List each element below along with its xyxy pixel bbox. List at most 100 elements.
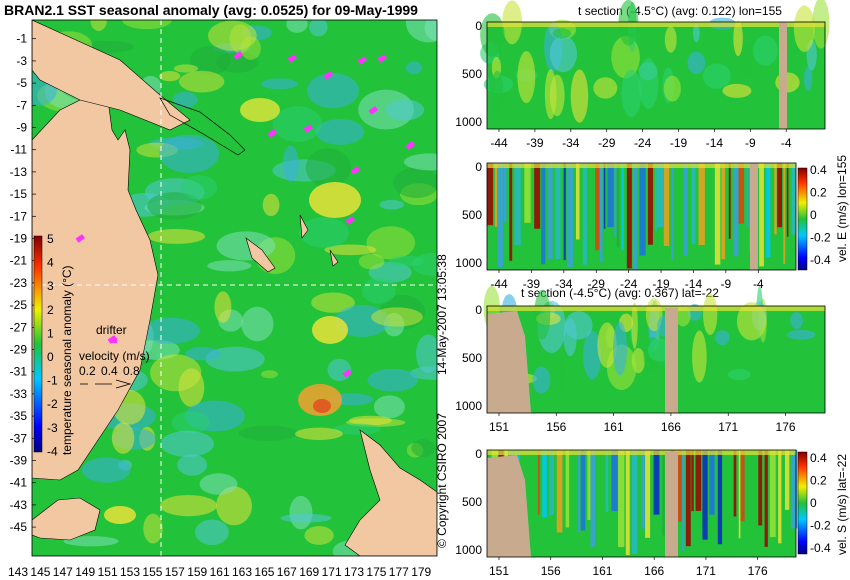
anomaly-patch <box>385 99 425 121</box>
lon-tick-label: 179 <box>411 565 431 579</box>
map-colorbar-tick-label: 0 <box>47 350 54 364</box>
vanuatu-fiji-islands <box>299 214 339 267</box>
map-colorbar-tick-label: -1 <box>47 374 58 388</box>
temperature-patch <box>687 51 706 74</box>
velocity-stripe <box>632 163 638 270</box>
temperature-patch <box>606 326 615 349</box>
anomaly-patch <box>143 513 163 544</box>
temperature-patch <box>532 366 551 394</box>
anomaly-patch <box>199 473 238 495</box>
velocity-stripe <box>487 163 494 226</box>
drifter-marker <box>345 216 355 225</box>
p2-colorbar-tick-label: 0 <box>810 208 817 222</box>
velocity-stripe <box>714 163 721 265</box>
anomaly-patch <box>262 193 280 217</box>
anomaly-patch <box>241 306 274 342</box>
drifter-marker <box>323 71 333 80</box>
warm-anomaly <box>313 399 331 413</box>
temperature-patch <box>552 28 572 39</box>
velocity-stripe <box>728 163 731 239</box>
anomaly-patch <box>304 526 334 545</box>
anomaly-patch <box>216 486 252 526</box>
p1-x-tick-label: -24 <box>634 136 652 150</box>
drifter-label: drifter <box>96 323 127 337</box>
p2-x-tick-label: -4 <box>753 277 764 291</box>
velocity-stripe <box>702 450 708 540</box>
anomaly-patch <box>81 457 131 483</box>
velocity-stripe <box>707 163 714 260</box>
p3-x-tick-label: 176 <box>776 420 796 434</box>
velocity-stripe <box>549 450 554 516</box>
lat-tick-label: -29 <box>10 343 28 357</box>
anomaly-patch <box>185 346 221 361</box>
lat-tick-label: -11 <box>11 143 28 157</box>
lat-tick-label: -25 <box>10 298 28 312</box>
velocity-stripe <box>614 163 617 237</box>
velocity-stripe <box>786 163 789 237</box>
temperature-patch <box>583 330 602 380</box>
velocity-stripe <box>595 163 600 251</box>
velocity-stripe <box>653 450 660 515</box>
anomaly-patch <box>373 395 405 419</box>
velocity-stripe <box>676 450 683 522</box>
anomaly-patch <box>286 20 308 33</box>
p4-y-tick-label: 0 <box>475 447 482 461</box>
temperature-patch <box>621 69 642 117</box>
anomaly-patch <box>208 20 257 51</box>
temperature-patch <box>722 83 752 98</box>
p4-y-tick-label: 1000 <box>455 543 482 557</box>
anomaly-patch <box>315 118 365 145</box>
anomaly-patch <box>367 368 418 392</box>
temperature-patch <box>480 13 505 57</box>
map-colorbar-tick-label: 2 <box>47 303 54 317</box>
drifter-legend-swatch <box>110 338 117 343</box>
p3-x-tick-label: 171 <box>718 420 738 434</box>
anomaly-patch <box>416 334 437 373</box>
anomaly-patch <box>122 20 172 30</box>
temperature-patch <box>693 23 700 43</box>
p1-x-tick-label: -44 <box>490 136 508 150</box>
anomaly-patch <box>299 217 349 248</box>
velocity-stripe <box>784 450 790 510</box>
drifter-marker <box>303 124 313 133</box>
map-colorbar-tick-label: 3 <box>47 279 54 293</box>
velocity-stripe <box>618 450 625 548</box>
velocity-stripe <box>647 163 653 245</box>
velocity-stripe <box>777 163 783 228</box>
anomaly-patch <box>327 358 352 382</box>
new-caledonia-landmass <box>245 237 276 273</box>
velocity-stripe <box>577 450 581 533</box>
anomaly-patch <box>405 61 423 75</box>
lat-tick-label: -41 <box>10 476 28 490</box>
velocity-stripe <box>691 163 696 245</box>
velocity-arrows-legend <box>80 379 132 389</box>
warm-anomaly <box>240 98 280 122</box>
lat-tick-label: -1 <box>16 32 27 46</box>
velocity-stripe <box>603 163 606 229</box>
p4-colorbar-tick-label: 0 <box>810 496 817 510</box>
anomaly-patch <box>159 134 220 174</box>
temperature-patch <box>733 20 743 57</box>
drifter-marker <box>267 129 277 138</box>
p3-x-tick-label: 166 <box>661 420 681 434</box>
velocity-stripe <box>698 163 705 245</box>
velocity-stripe <box>537 450 540 515</box>
lon-tick-label: 155 <box>142 565 162 579</box>
solomon-islands-outline <box>159 97 246 156</box>
tasmania-landmass <box>32 497 101 541</box>
p2-colorbar-tick-label: -0.2 <box>810 231 831 245</box>
p1-frame <box>486 21 826 130</box>
drifter-marker <box>368 106 378 115</box>
velocity-stripe <box>746 450 749 549</box>
map-colorbar-tick-label: -3 <box>47 421 58 435</box>
temperature-patch <box>593 77 618 99</box>
anomaly-patch <box>306 72 359 109</box>
p3-y-tick-label: 500 <box>462 351 482 365</box>
velocity-stripe <box>774 163 777 235</box>
lon-tick-label: 163 <box>232 565 252 579</box>
lat-tick-label: -43 <box>10 498 28 512</box>
velocity-stripe <box>682 450 685 551</box>
copyright: © Copyright CSIRO 2007 <box>435 413 449 548</box>
temperature-patch <box>727 368 751 381</box>
anomaly-patch <box>332 423 381 435</box>
